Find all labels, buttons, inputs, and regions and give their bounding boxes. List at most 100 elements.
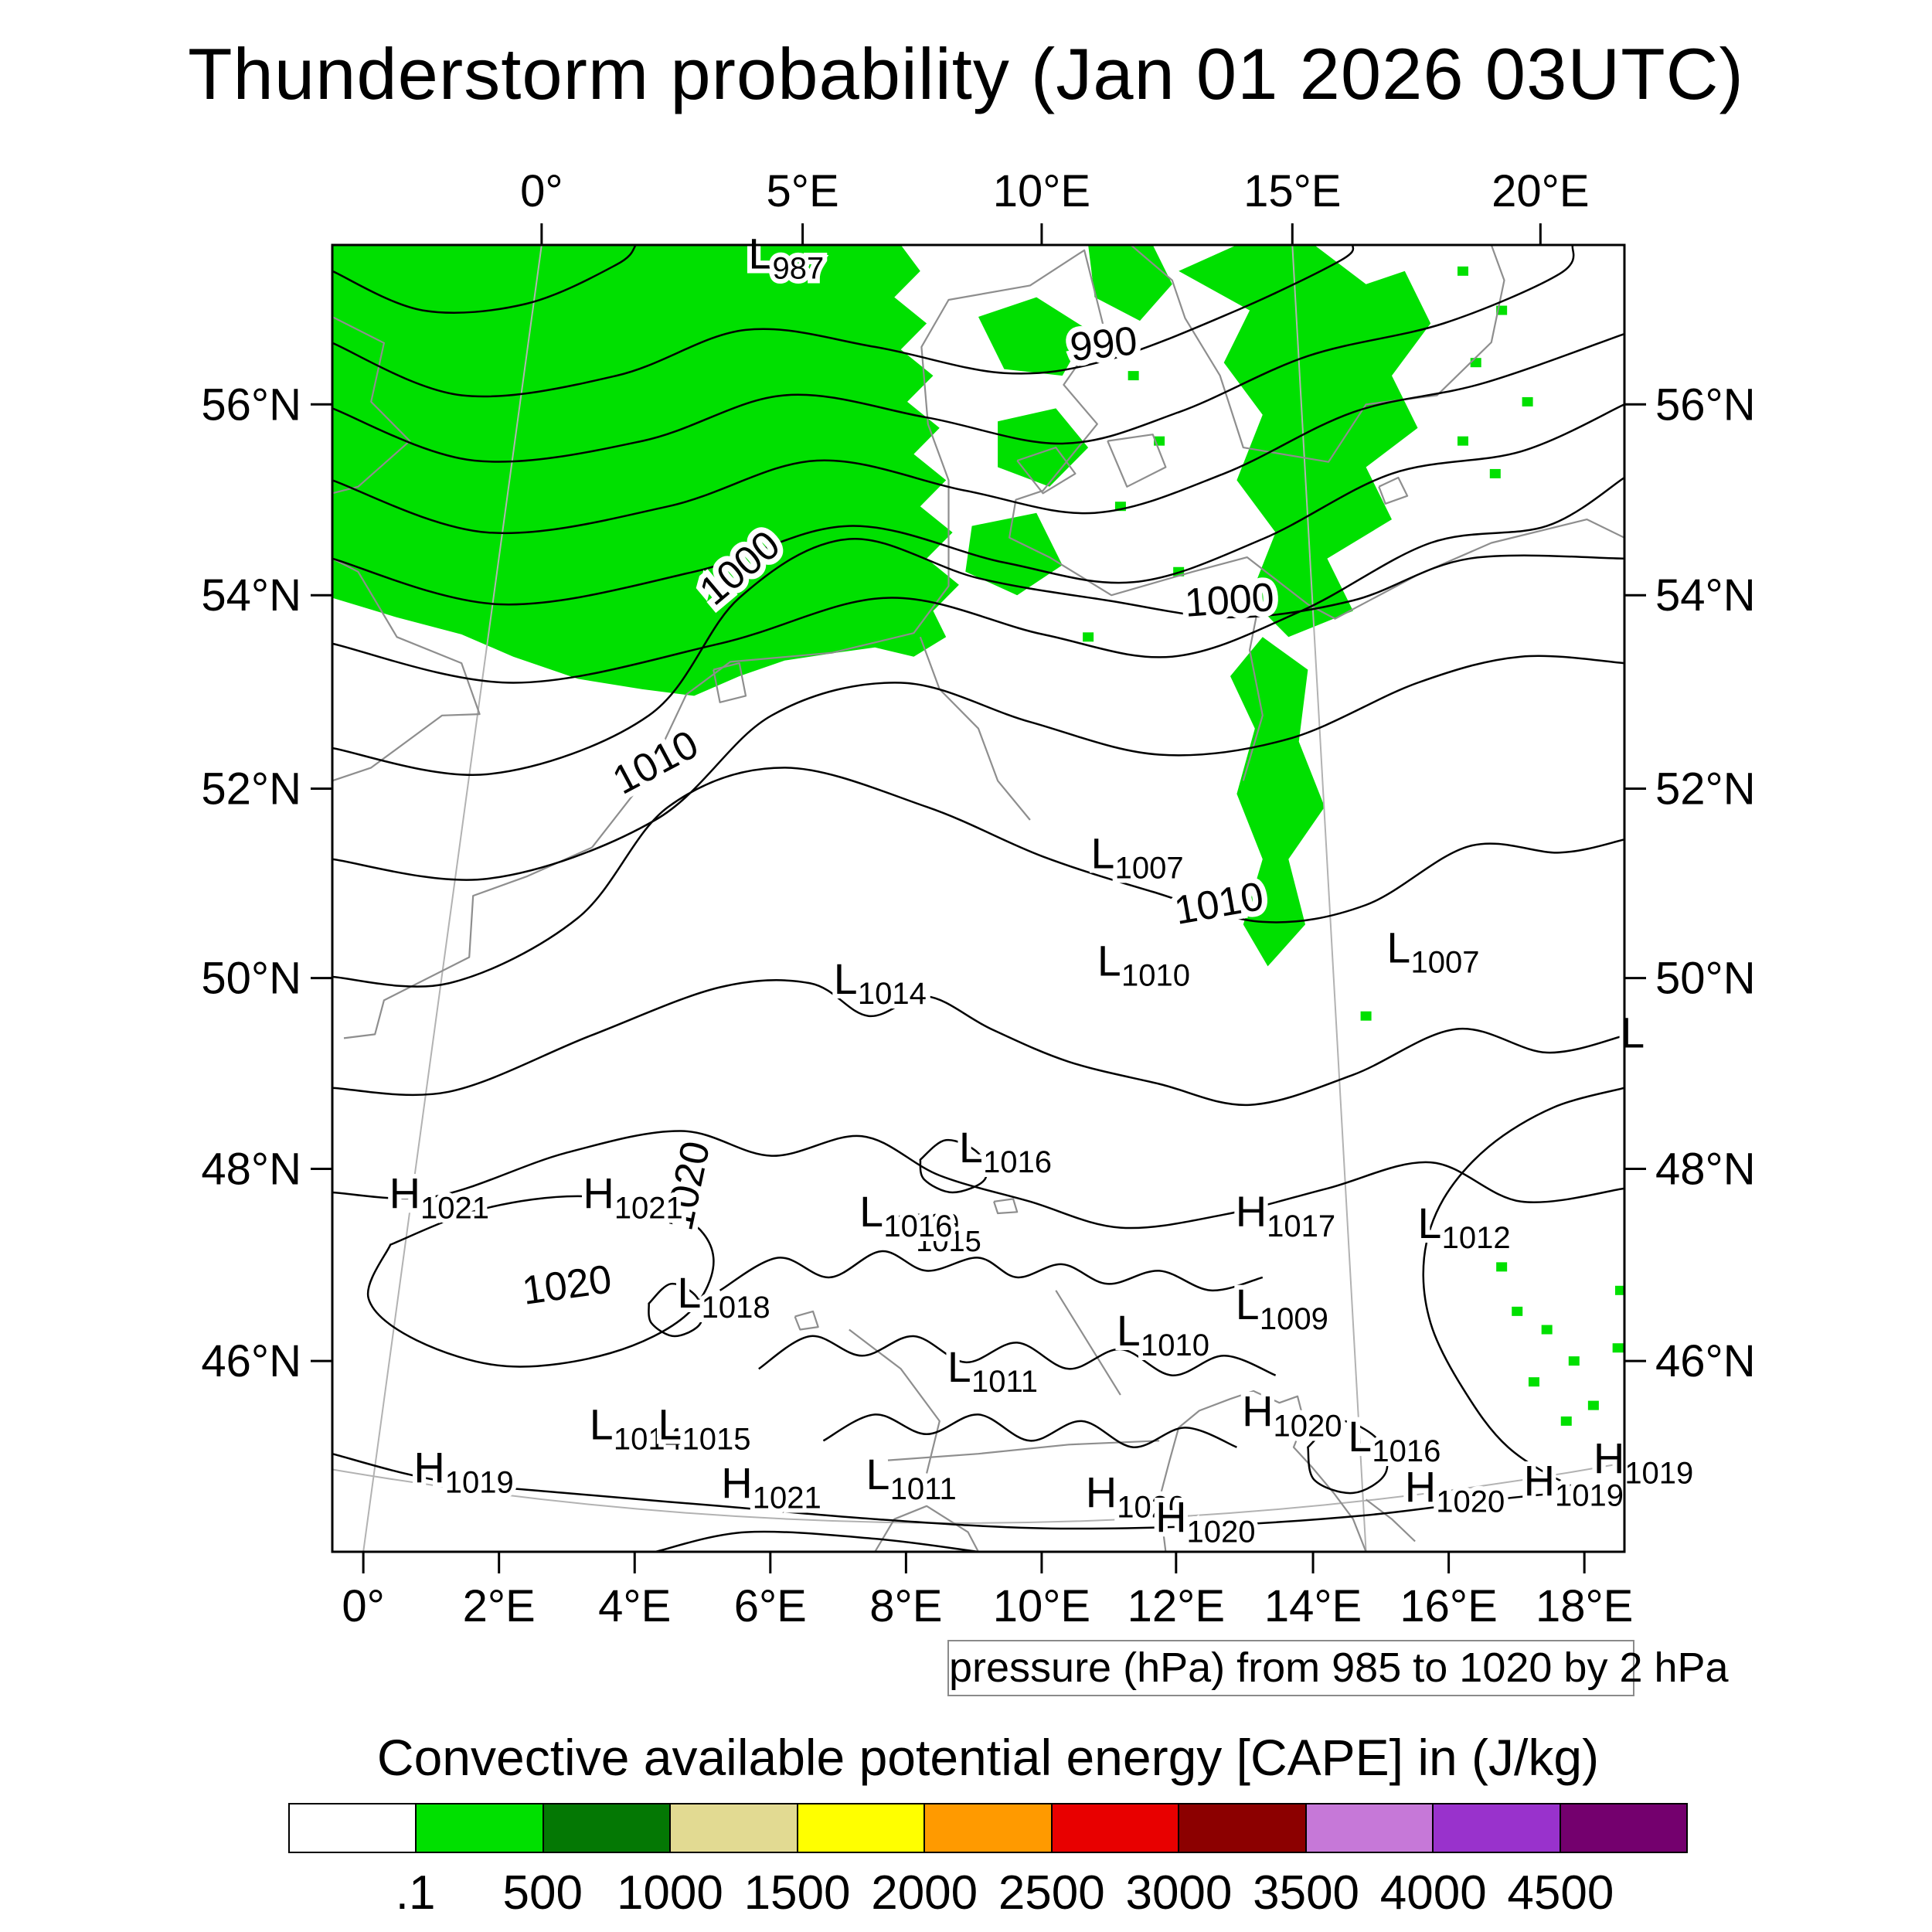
isobar-994 [332, 332, 1624, 535]
cape-speck [1614, 1285, 1624, 1295]
axis-label-right: 56°N [1655, 379, 1756, 430]
axis-label-bottom: 4°E [598, 1581, 671, 1631]
colorbar-cell-9 [1432, 1803, 1561, 1853]
coastline [332, 316, 411, 495]
isobar-1016 [1307, 1420, 1389, 1495]
coastline [887, 1440, 1160, 1461]
cape-colorbar-tick-labels: .1 500 1000 1500 2000 2500 3000 3500 4000 4500 [288, 1866, 1688, 1927]
cape-speck [1612, 1343, 1624, 1353]
isobar-1000 [332, 538, 1624, 777]
axis-label-left: 48°N [201, 1145, 301, 1195]
isobar-996 [332, 403, 1624, 606]
axis-label-top: 0° [520, 166, 563, 216]
axis-label-bottom: 16°E [1400, 1581, 1497, 1631]
cape-speck [1512, 1306, 1523, 1316]
map-frame [331, 243, 1626, 1553]
cape-speck [1587, 1400, 1599, 1410]
pressure-center-high: H1017 [1236, 1187, 1335, 1243]
colorbar-tick-label: 2500 [998, 1866, 1105, 1920]
pressure-center-low: L1010 [1117, 1306, 1209, 1362]
isobar-label: 1010 [606, 722, 706, 804]
pressure-center-high: H1021 [389, 1168, 489, 1225]
colorbar-tick-label: 4500 [1507, 1866, 1614, 1920]
cape-colorbar [288, 1803, 1688, 1853]
pressure-center-low: L1007 [1090, 829, 1183, 886]
pressure-note: pressure (hPa) from 985 to 1020 by 2 hPa [947, 1640, 1729, 1696]
axes: 0° 5°E 10°E 15°E 20°E 0° 2°E 4°E 6°E 8°E 10°E 12°E 1… [201, 166, 1755, 1631]
axis-label-left: 46°N [201, 1336, 301, 1386]
axis-label-left: 54°N [201, 570, 301, 621]
isobar-1010 [332, 767, 1624, 988]
pressure-center-low: L1016 [1348, 1412, 1440, 1468]
pressure-center-high: H1020 [1242, 1387, 1342, 1444]
axis-label-top: 15°E [1243, 166, 1341, 216]
axis-label-right: 54°N [1655, 570, 1756, 621]
cape-region [978, 297, 1089, 376]
isobar-992 [332, 245, 1575, 463]
coastline [1055, 1290, 1121, 1396]
coastline [849, 1328, 940, 1474]
isobar-1012 [1422, 1087, 1624, 1501]
pressure-center-high: H1019 [1594, 1434, 1693, 1491]
coastline [332, 557, 481, 782]
axis-label-bottom: 14°E [1264, 1581, 1362, 1631]
cape-speck [1522, 396, 1533, 406]
colorbar-tick-label: 500 [502, 1866, 583, 1920]
coastline [874, 1505, 979, 1552]
axis-label-right: 52°N [1655, 764, 1756, 814]
pressure-center-low: L1010 [1097, 936, 1190, 992]
colorbar-cell-6 [1050, 1803, 1180, 1853]
isobar-1016 [332, 1130, 1624, 1230]
colorbar-tick-label: 2000 [871, 1866, 978, 1920]
cape-region [332, 245, 959, 696]
cape-region [1088, 245, 1172, 321]
pressure-center-low: L1009 [1236, 1280, 1328, 1336]
colorbar-cell-1 [415, 1803, 544, 1853]
coastline [343, 846, 593, 1039]
colorbar-cell-3 [669, 1803, 798, 1853]
chart-title: Thunderstorm probability (Jan 01 2026 03… [188, 33, 1744, 114]
isobar-988 [332, 245, 637, 314]
axis-label-bottom: 10°E [993, 1581, 1090, 1631]
isobar-label-small: 1019 [894, 1209, 960, 1241]
cape-speck [1458, 436, 1468, 446]
axis-label-top: 5°E [767, 166, 839, 216]
coastline [713, 662, 747, 703]
pressure-center-high: H1020 [1086, 1468, 1185, 1525]
coastline [1130, 245, 1505, 463]
pressure-center-low: L1014 [590, 1400, 682, 1457]
pressure-center-low: L1016 [859, 1187, 952, 1243]
pressure-center-high: H1019 [1524, 1456, 1624, 1512]
pressure-center-low: L1016 [959, 1123, 1052, 1179]
colorbar-tick-label: .1 [395, 1866, 436, 1920]
cape-speck [1083, 632, 1094, 642]
isobar-1018 [648, 1283, 703, 1338]
pressure-center-high: H1020 [1155, 1493, 1255, 1549]
pressure-center-high: H1020 [1405, 1463, 1505, 1519]
axis-label-left: 52°N [201, 764, 301, 814]
isobar-1021 [655, 1530, 979, 1552]
coastline [993, 1198, 1019, 1215]
colorbar-tick-label: 3000 [1125, 1866, 1233, 1920]
pressure-center-low: L987 [748, 229, 824, 285]
cape-speck [1528, 1377, 1539, 1387]
axis-label-bottom: 18°E [1536, 1581, 1633, 1631]
cape-speck [1489, 468, 1501, 478]
axis-label-bottom: 2°E [463, 1581, 536, 1631]
isobar-998 [332, 476, 1624, 684]
pressure-center-high: H1019 [413, 1443, 513, 1499]
cape-speck [1560, 1416, 1572, 1426]
cape-speck [1470, 358, 1481, 368]
cape-speck [1496, 1262, 1508, 1272]
pressure-center-low: L1007 [1386, 923, 1479, 979]
pressure-center-low: L1015 [658, 1400, 750, 1457]
cape-speck [1458, 266, 1468, 276]
cape-colorbar-title: Convective available potential energy [C… [376, 1729, 1600, 1786]
colorbar-cell-8 [1304, 1803, 1434, 1853]
axis-label-top: 10°E [993, 166, 1090, 216]
cape-region [998, 408, 1089, 487]
axis-label-bottom: 0° [342, 1581, 384, 1631]
colorbar-cell-2 [542, 1803, 672, 1853]
